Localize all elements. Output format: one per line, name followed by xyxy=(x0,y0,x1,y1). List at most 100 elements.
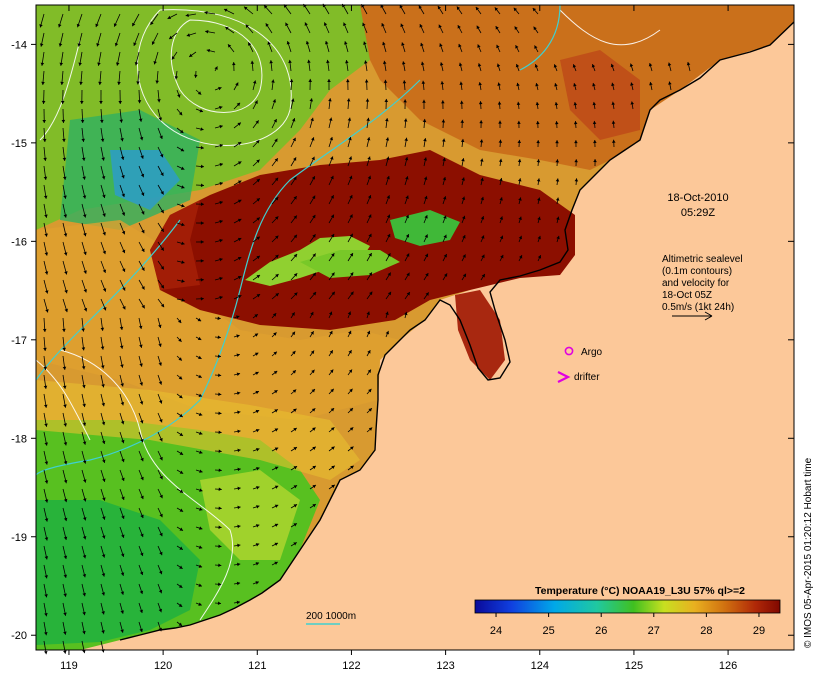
velocity-arrow-head xyxy=(364,79,369,83)
velocity-arrow-head xyxy=(237,448,241,453)
velocity-arrow-head xyxy=(350,446,354,450)
velocity-arrow-head xyxy=(100,119,104,123)
velocity-arrow-head xyxy=(159,494,163,499)
cold-patch xyxy=(110,150,180,210)
velocity-arrow-head xyxy=(43,385,48,389)
velocity-arrow-head xyxy=(476,25,480,30)
y-tick-label: -16 xyxy=(11,236,27,248)
velocity-arrow-head xyxy=(225,26,229,31)
velocity-arrow-head xyxy=(81,328,85,332)
velocity-arrow-head xyxy=(121,249,126,254)
velocity-arrow-head xyxy=(236,391,241,396)
velocity-arrow-head xyxy=(237,218,242,223)
velocity-arrow-head xyxy=(518,235,523,240)
velocity-arrow-head xyxy=(347,117,352,121)
velocity-arrow-head xyxy=(293,504,298,508)
velocity-arrow-head xyxy=(82,649,86,654)
velocity-arrow-head xyxy=(536,178,541,182)
velocity-arrow-head xyxy=(218,373,222,378)
velocity-arrow-head xyxy=(198,412,203,416)
velocity-arrow-head xyxy=(179,565,183,569)
velocity-arrow-head xyxy=(458,62,463,67)
velocity-arrow-head xyxy=(82,422,87,426)
velocity-arrow-head xyxy=(369,291,373,296)
velocity-arrow-head xyxy=(402,80,407,84)
velocity-arrow-head xyxy=(158,117,163,121)
velocity-arrow-head xyxy=(140,495,144,500)
velocity-arrow-head xyxy=(479,139,484,143)
velocity-arrow-head xyxy=(498,139,503,143)
velocity-arrow-head xyxy=(366,330,371,335)
velocity-arrow-head xyxy=(515,63,520,68)
velocity-arrow-head xyxy=(348,330,352,335)
velocity-arrow-head xyxy=(44,442,48,446)
velocity-arrow-head xyxy=(255,524,260,528)
velocity-arrow-head xyxy=(99,100,103,104)
velocity-arrow-head xyxy=(574,159,578,163)
x-tick-label: 126 xyxy=(719,660,737,672)
velocity-arrow-head xyxy=(292,370,296,374)
velocity-arrow-head xyxy=(121,212,126,216)
velocity-arrow-head xyxy=(591,64,596,68)
velocity-arrow-head xyxy=(403,99,407,103)
velocity-arrow-head xyxy=(101,630,105,634)
velocity-arrow-head xyxy=(159,532,163,537)
velocity-arrow-head xyxy=(479,120,483,124)
plume-green-patch-3 xyxy=(300,250,400,278)
velocity-arrow-head xyxy=(169,35,173,40)
velocity-arrow-head xyxy=(554,102,559,106)
velocity-arrow-head xyxy=(179,470,184,474)
credit-text: © IMOS 05-Apr-2015 01:20:12 Hobart time xyxy=(803,457,814,648)
velocity-arrow-head xyxy=(439,62,444,66)
velocity-arrow-head xyxy=(63,461,68,465)
argo-legend: Argo xyxy=(564,346,603,358)
velocity-arrow-head xyxy=(218,544,222,549)
contour-line xyxy=(59,349,234,621)
velocity-arrow-head xyxy=(385,137,390,141)
velocity-arrow-head xyxy=(255,371,259,376)
velocity-arrow-head xyxy=(177,319,182,323)
velocity-arrow-head xyxy=(101,592,106,596)
velocity-arrow-head xyxy=(140,476,144,481)
velocity-arrow-head xyxy=(649,81,653,86)
velocity-arrow-head xyxy=(200,296,204,301)
velocity-arrow-head xyxy=(255,390,259,395)
velocity-arrow-head xyxy=(330,427,335,431)
velocity-arrow-head xyxy=(218,487,222,492)
velocity-arrow-head xyxy=(291,118,296,122)
velocity-arrow-head xyxy=(160,190,164,195)
velocity-arrow-head xyxy=(461,158,465,162)
velocity-arrow-head xyxy=(349,408,353,412)
velocity-arrow-head xyxy=(556,216,560,221)
velocity-arrow-head xyxy=(515,45,519,49)
velocity-arrow-head xyxy=(516,82,520,87)
velocity-arrow-head xyxy=(611,82,615,87)
velocity-arrow-head xyxy=(44,650,48,655)
velocity-arrow-head xyxy=(141,286,145,290)
velocity-arrow-head xyxy=(217,601,222,606)
velocity-arrow-head xyxy=(381,23,385,27)
velocity-arrow-head xyxy=(272,99,277,103)
velocity-arrow-head xyxy=(159,513,163,518)
velocity-arrow-head xyxy=(311,176,315,180)
velocity-arrow-head xyxy=(330,195,334,199)
velocity-arrow-head xyxy=(324,41,329,45)
velocity-arrow-head xyxy=(121,477,125,482)
velocity-arrow-head xyxy=(327,78,331,82)
velocity-arrow-head xyxy=(309,98,314,102)
velocity-arrow-head xyxy=(160,266,164,270)
velocity-arrow-head xyxy=(292,137,296,142)
velocity-arrow-head xyxy=(236,334,240,338)
velocity-arrow-head xyxy=(218,506,222,511)
velocity-arrow-head xyxy=(406,253,410,257)
time-label: 05:29Z xyxy=(681,207,716,219)
velocity-arrow-head xyxy=(80,119,85,123)
velocity-arrow-head xyxy=(533,26,537,31)
velocity-arrow-head xyxy=(218,525,222,530)
velocity-arrow-head xyxy=(481,235,485,239)
velocity-arrow-head xyxy=(141,248,145,252)
velocity-arrow-head xyxy=(293,234,297,239)
velocity-arrow-head xyxy=(273,351,277,356)
velocity-arrow-head xyxy=(101,440,106,445)
velocity-arrow-head xyxy=(497,101,502,105)
